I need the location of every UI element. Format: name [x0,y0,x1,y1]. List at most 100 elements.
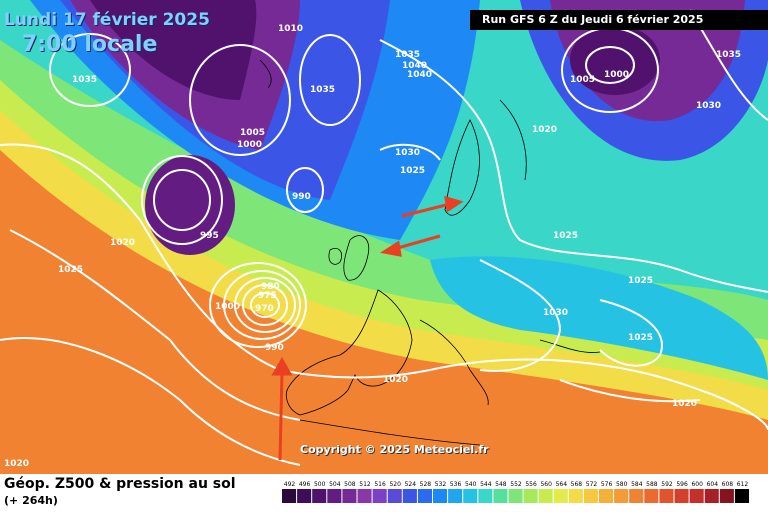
coast-iceland [259,59,272,89]
pressure-label: 1030 [395,148,420,158]
legend-swatch [553,489,568,503]
legend-value: 496 [299,481,311,488]
pressure-label: 1020 [532,125,557,135]
coast-italy [419,319,489,406]
isobar [299,34,361,126]
copyright-notice: Copyright © 2025 Meteociel.fr [300,443,489,456]
arrow-south-head [271,356,293,376]
legend-value: 564 [556,481,568,488]
legend-swatch [478,489,493,503]
pressure-label: 1020 [383,375,408,385]
pressure-label: 1010 [278,24,303,34]
legend-swatch [297,489,312,503]
legend-value: 520 [389,481,401,488]
isobar [242,284,288,326]
isobar [223,270,301,340]
legend-swatch [372,489,387,503]
legend-swatch [508,489,523,503]
legend-swatch [734,489,749,503]
legend-value: 580 [616,481,628,488]
legend-swatch [448,489,463,503]
pressure-label: 1035 [395,50,420,60]
legend-value: 500 [314,481,326,488]
isobar [599,299,663,367]
coast-france-iberia [286,289,413,416]
isobar [189,44,291,156]
legend-swatch [417,489,432,503]
legend-value: 504 [329,481,341,488]
isobar [9,229,301,421]
legend-value: 584 [631,481,643,488]
legend-value: 540 [465,481,477,488]
coast-britain [343,235,370,281]
forecast-date: Lundi 17 février 2025 [4,10,210,30]
legend-swatch [644,489,659,503]
legend-value: 544 [480,481,492,488]
legend-swatch [599,489,614,503]
pressure-label: 1040 [402,61,427,71]
pressure-label: 1000 [215,302,240,312]
legend-swatch [719,489,734,503]
pressure-label: 1025 [400,166,425,176]
legend-value: 600 [691,481,703,488]
legend-swatch [538,489,553,503]
isobar [141,155,223,245]
legend-value: 560 [540,481,552,488]
arrow-channel [393,234,441,251]
isobar [0,337,301,466]
run-info: Run GFS 6 Z du Jeudi 6 février 2025 [470,10,768,30]
isobar [585,46,635,84]
pressure-label: 1025 [628,333,653,343]
pressure-label: 1000 [604,70,629,80]
legend-swatch [433,489,448,503]
field-darkpurple [90,0,257,100]
legend-value: 536 [450,481,462,488]
legend-swatch [327,489,342,503]
legend-value: 532 [435,481,447,488]
isobar [379,39,768,293]
annotation-arrows [271,195,464,461]
legend-swatch [674,489,689,503]
pressure-label: 1000 [237,140,262,150]
legend-swatch [659,489,674,503]
legend-value: 524 [405,481,417,488]
legend-value: 548 [495,481,507,488]
legend-value: 492 [284,481,296,488]
legend-value: 556 [525,481,537,488]
legend-value: 588 [646,481,658,488]
isobar [286,167,324,213]
legend-value: 516 [374,481,386,488]
pressure-label: 1035 [716,50,741,60]
legend-swatch [387,489,402,503]
pressure-label: 990 [265,343,284,353]
legend-value: 596 [676,481,688,488]
chart-title: Géop. Z500 & pression au sol [4,476,236,492]
isobar [0,143,768,431]
coastlines [259,59,601,446]
legend-value: 568 [571,481,583,488]
isobars [0,9,768,466]
legend-swatch [357,489,372,503]
pressure-label: 1040 [407,70,432,80]
pressure-label: 1020 [672,399,697,409]
arrow-channel-head [380,240,402,257]
coast-northafrica [299,419,481,446]
pressure-label: 995 [200,231,219,241]
isobar [479,259,562,372]
pressure-label: 980 [261,282,280,292]
legend-swatch [583,489,598,503]
pressure-label: 1035 [72,75,97,85]
legend-swatch [704,489,719,503]
pressure-label: 1030 [543,308,568,318]
arrow-north-sea-head [444,195,464,213]
legend-swatch [282,489,297,503]
legend-value: 592 [661,481,673,488]
coast-scandinavia [444,119,480,216]
isobar [250,292,280,318]
pressure-label: 1005 [240,128,265,138]
legend-swatch [614,489,629,503]
isobar [209,262,307,348]
arrow-south [278,371,284,461]
coast-finland [499,99,527,181]
pressure-label: 1025 [628,276,653,286]
